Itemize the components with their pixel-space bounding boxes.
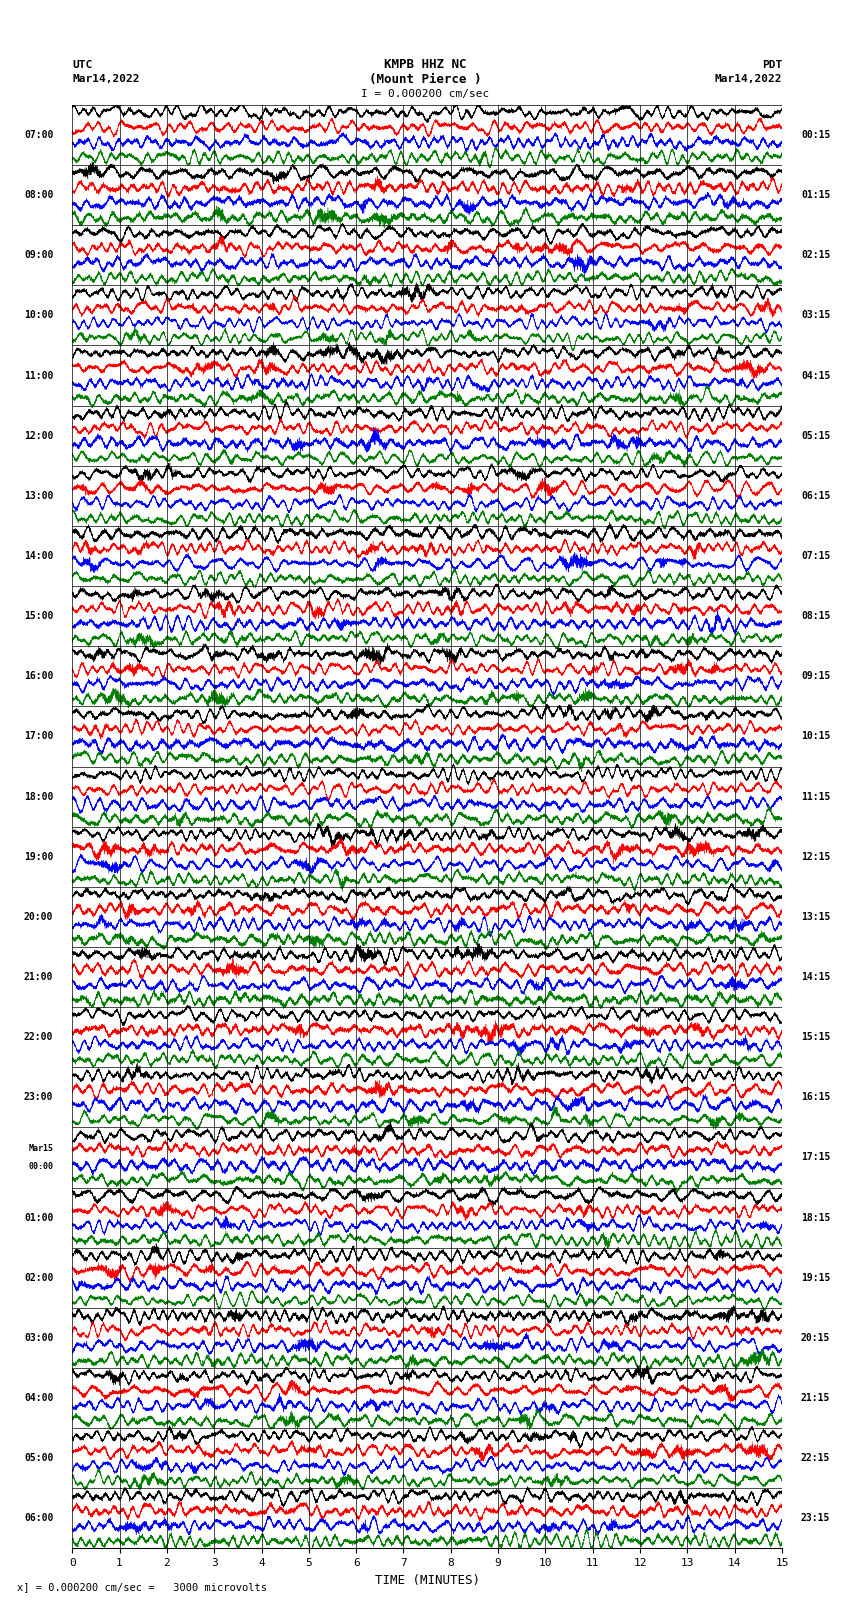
Text: 23:00: 23:00 <box>24 1092 54 1102</box>
Text: PDT: PDT <box>762 60 782 69</box>
Text: UTC: UTC <box>72 60 93 69</box>
Text: 17:15: 17:15 <box>801 1153 830 1163</box>
Text: 18:00: 18:00 <box>24 792 54 802</box>
Text: Mar14,2022: Mar14,2022 <box>715 74 782 84</box>
Text: 09:00: 09:00 <box>24 250 54 260</box>
Text: 11:15: 11:15 <box>801 792 830 802</box>
Text: 05:15: 05:15 <box>801 431 830 440</box>
Text: 07:00: 07:00 <box>24 131 54 140</box>
Text: 02:00: 02:00 <box>24 1273 54 1282</box>
Text: (Mount Pierce ): (Mount Pierce ) <box>369 73 481 85</box>
Text: 17:00: 17:00 <box>24 731 54 742</box>
Text: 23:15: 23:15 <box>801 1513 830 1523</box>
Text: 09:15: 09:15 <box>801 671 830 681</box>
Text: 03:00: 03:00 <box>24 1332 54 1344</box>
Text: 21:00: 21:00 <box>24 973 54 982</box>
Text: 15:00: 15:00 <box>24 611 54 621</box>
Text: Mar15: Mar15 <box>28 1144 54 1153</box>
Text: x] = 0.000200 cm/sec =   3000 microvolts: x] = 0.000200 cm/sec = 3000 microvolts <box>17 1582 267 1592</box>
Text: 19:15: 19:15 <box>801 1273 830 1282</box>
Text: 04:00: 04:00 <box>24 1394 54 1403</box>
Text: 19:00: 19:00 <box>24 852 54 861</box>
Text: 12:15: 12:15 <box>801 852 830 861</box>
Text: 14:15: 14:15 <box>801 973 830 982</box>
Text: 00:15: 00:15 <box>801 131 830 140</box>
Text: 00:00: 00:00 <box>28 1161 54 1171</box>
Text: KMPB HHZ NC: KMPB HHZ NC <box>383 58 467 71</box>
Text: 01:00: 01:00 <box>24 1213 54 1223</box>
Text: 13:00: 13:00 <box>24 490 54 500</box>
Text: 12:00: 12:00 <box>24 431 54 440</box>
Text: 16:15: 16:15 <box>801 1092 830 1102</box>
Text: 01:15: 01:15 <box>801 190 830 200</box>
Text: 13:15: 13:15 <box>801 911 830 923</box>
Text: 08:15: 08:15 <box>801 611 830 621</box>
Text: 02:15: 02:15 <box>801 250 830 260</box>
Text: I = 0.000200 cm/sec: I = 0.000200 cm/sec <box>361 89 489 98</box>
Text: 06:15: 06:15 <box>801 490 830 500</box>
X-axis label: TIME (MINUTES): TIME (MINUTES) <box>375 1574 479 1587</box>
Text: 08:00: 08:00 <box>24 190 54 200</box>
Text: 16:00: 16:00 <box>24 671 54 681</box>
Text: 14:00: 14:00 <box>24 552 54 561</box>
Text: 06:00: 06:00 <box>24 1513 54 1523</box>
Text: Mar14,2022: Mar14,2022 <box>72 74 139 84</box>
Text: 10:00: 10:00 <box>24 310 54 321</box>
Text: 20:00: 20:00 <box>24 911 54 923</box>
Text: 22:00: 22:00 <box>24 1032 54 1042</box>
Text: 21:15: 21:15 <box>801 1394 830 1403</box>
Text: 11:00: 11:00 <box>24 371 54 381</box>
Text: 10:15: 10:15 <box>801 731 830 742</box>
Text: 22:15: 22:15 <box>801 1453 830 1463</box>
Text: 15:15: 15:15 <box>801 1032 830 1042</box>
Text: 18:15: 18:15 <box>801 1213 830 1223</box>
Text: 20:15: 20:15 <box>801 1332 830 1344</box>
Text: 03:15: 03:15 <box>801 310 830 321</box>
Text: 07:15: 07:15 <box>801 552 830 561</box>
Text: 05:00: 05:00 <box>24 1453 54 1463</box>
Text: 04:15: 04:15 <box>801 371 830 381</box>
